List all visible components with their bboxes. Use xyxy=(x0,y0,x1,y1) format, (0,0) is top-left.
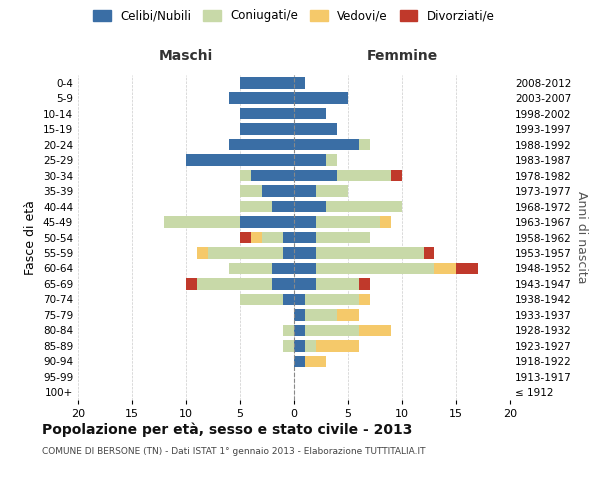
Bar xyxy=(294,247,316,259)
Bar xyxy=(359,278,370,289)
Bar xyxy=(240,200,272,212)
Bar xyxy=(186,278,197,289)
Bar xyxy=(294,139,359,150)
Bar xyxy=(240,186,262,197)
Bar xyxy=(240,216,294,228)
Bar xyxy=(164,216,240,228)
Text: COMUNE DI BERSONE (TN) - Dati ISTAT 1° gennaio 2013 - Elaborazione TUTTITALIA.IT: COMUNE DI BERSONE (TN) - Dati ISTAT 1° g… xyxy=(42,448,425,456)
Bar xyxy=(208,247,283,259)
Bar xyxy=(294,262,316,274)
Bar xyxy=(272,278,294,289)
Bar xyxy=(294,170,337,181)
Text: Femmine: Femmine xyxy=(367,48,437,62)
Bar xyxy=(294,309,305,320)
Bar xyxy=(197,278,272,289)
Bar xyxy=(337,309,359,320)
Bar xyxy=(294,154,326,166)
Bar xyxy=(359,324,391,336)
Bar xyxy=(240,77,294,88)
Bar xyxy=(294,92,348,104)
Bar xyxy=(294,324,305,336)
Bar xyxy=(380,216,391,228)
Bar xyxy=(305,340,316,351)
Bar xyxy=(456,262,478,274)
Bar xyxy=(251,232,262,243)
Bar xyxy=(294,216,316,228)
Bar xyxy=(294,77,305,88)
Bar xyxy=(272,200,294,212)
Bar xyxy=(197,247,208,259)
Bar xyxy=(283,247,294,259)
Y-axis label: Anni di nascita: Anni di nascita xyxy=(575,191,588,284)
Bar xyxy=(283,232,294,243)
Bar xyxy=(294,340,305,351)
Bar xyxy=(294,124,337,135)
Bar xyxy=(251,170,294,181)
Bar xyxy=(316,247,424,259)
Bar xyxy=(326,200,402,212)
Bar xyxy=(359,139,370,150)
Bar xyxy=(283,324,294,336)
Bar xyxy=(240,124,294,135)
Bar xyxy=(229,92,294,104)
Bar xyxy=(283,340,294,351)
Bar xyxy=(262,186,294,197)
Bar xyxy=(294,200,326,212)
Bar xyxy=(294,232,316,243)
Bar xyxy=(305,324,359,336)
Bar xyxy=(316,340,359,351)
Bar xyxy=(305,294,359,305)
Bar xyxy=(316,232,370,243)
Legend: Celibi/Nubili, Coniugati/e, Vedovi/e, Divorziati/e: Celibi/Nubili, Coniugati/e, Vedovi/e, Di… xyxy=(93,10,495,22)
Bar xyxy=(424,247,434,259)
Bar xyxy=(229,139,294,150)
Bar xyxy=(305,309,337,320)
Bar xyxy=(434,262,456,274)
Bar xyxy=(326,154,337,166)
Bar xyxy=(294,186,316,197)
Bar xyxy=(316,278,359,289)
Bar xyxy=(305,356,326,367)
Bar xyxy=(316,262,434,274)
Bar xyxy=(229,262,272,274)
Bar xyxy=(272,262,294,274)
Bar xyxy=(240,294,283,305)
Bar xyxy=(240,232,251,243)
Bar xyxy=(294,294,305,305)
Bar xyxy=(359,294,370,305)
Y-axis label: Fasce di età: Fasce di età xyxy=(25,200,37,275)
Bar xyxy=(186,154,294,166)
Bar xyxy=(316,216,380,228)
Bar xyxy=(240,108,294,120)
Bar xyxy=(294,278,316,289)
Bar xyxy=(262,232,283,243)
Bar xyxy=(391,170,402,181)
Text: Popolazione per età, sesso e stato civile - 2013: Popolazione per età, sesso e stato civil… xyxy=(42,422,412,437)
Bar xyxy=(294,356,305,367)
Bar xyxy=(337,170,391,181)
Bar xyxy=(294,108,326,120)
Bar xyxy=(240,170,251,181)
Text: Maschi: Maschi xyxy=(159,48,213,62)
Bar xyxy=(283,294,294,305)
Bar xyxy=(316,186,348,197)
